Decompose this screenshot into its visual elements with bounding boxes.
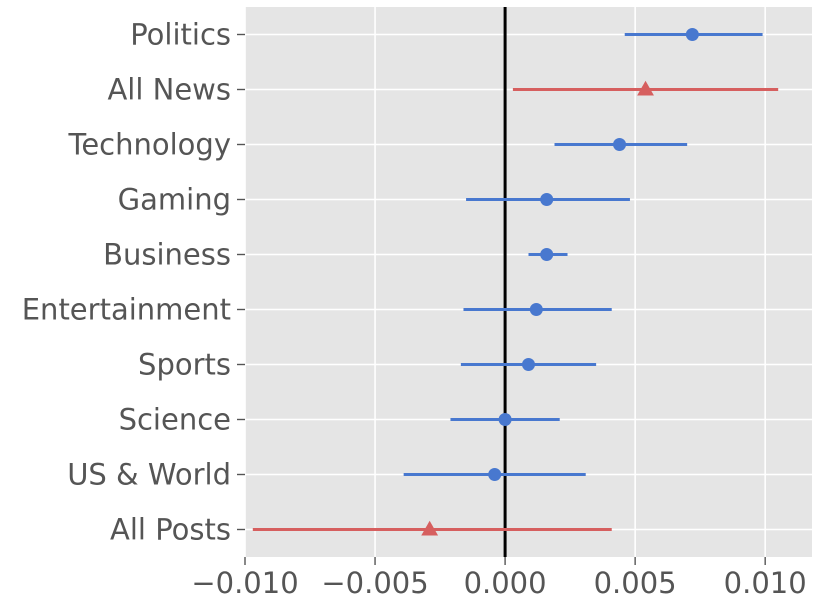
point-marker-circle [540,248,554,261]
y-tick-label: US & World [67,458,231,492]
plot-background [245,7,812,557]
point-marker-circle [685,28,699,41]
y-tick-label: Science [119,403,231,437]
point-estimates [421,28,699,536]
y-tick-label: Entertainment [22,293,231,327]
x-tick-label: 0.000 [464,566,547,600]
x-tick-label: −0.005 [321,566,428,600]
point-marker-circle [529,303,543,316]
y-tick-label: Sports [138,348,231,382]
x-tick-label: 0.010 [724,566,807,600]
point-marker-circle [613,138,627,151]
point-marker-triangle [421,520,439,536]
point-marker-circle [488,468,502,481]
point-marker-circle [540,193,554,206]
x-axis-labels: −0.010 −0.005 0.000 0.005 0.010 [191,566,806,600]
point-marker-circle [522,358,535,371]
y-tick-label: Technology [68,128,231,162]
y-axis-labels: Politics All News Technology Gaming Business… [22,18,231,547]
y-tick-label: Politics [130,18,231,52]
y-tick-label: All News [107,73,231,107]
point-marker-circle [498,413,512,426]
x-axis-ticks [244,557,766,565]
x-tick-label: 0.005 [594,566,677,600]
y-tick-label: All Posts [110,513,231,547]
x-tick-label: −0.010 [191,566,298,600]
y-tick-label: Business [103,238,231,272]
y-axis-ticks [237,33,245,531]
y-tick-label: Gaming [118,183,231,217]
point-marker-triangle [637,80,654,96]
